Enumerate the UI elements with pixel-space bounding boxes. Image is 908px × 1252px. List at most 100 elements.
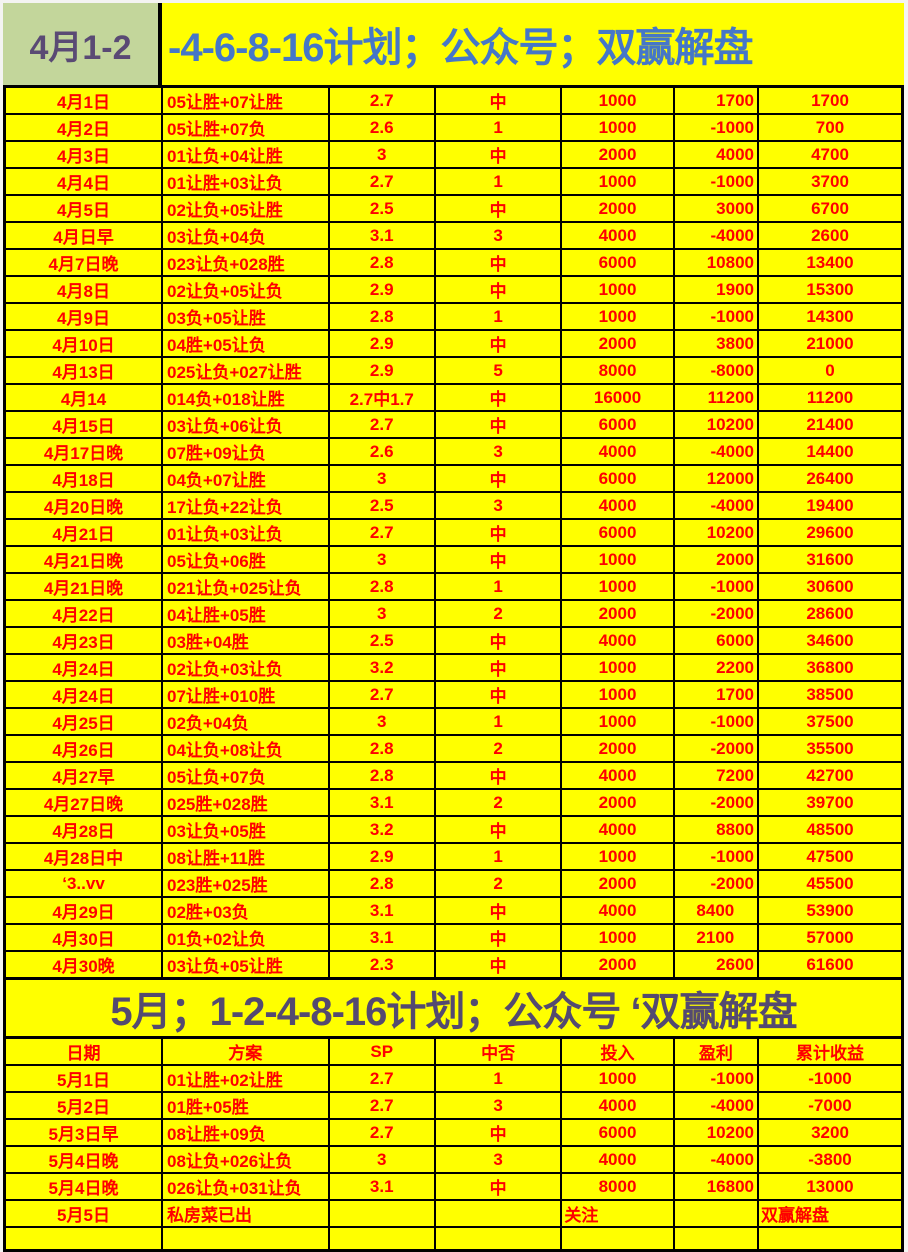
cell-stake: 1000 (560, 545, 675, 574)
cell-date: 4月1日 (3, 85, 164, 115)
cell-stake: 4000 (560, 1091, 675, 1120)
cell-date: 4月28日中 (3, 842, 164, 871)
column-header-sp: SP (327, 1036, 436, 1066)
cell-hit: 2 (433, 599, 563, 628)
cell-stake (560, 1226, 675, 1251)
table-row: 4月24日 02让负+03让负 3.2 中 1000 2200 36800 (3, 653, 904, 682)
cell-date: 4月18日 (3, 464, 164, 493)
cell-hit: 中 (433, 1172, 563, 1201)
cell-profit: -2000 (672, 599, 759, 628)
cell-sp (327, 1226, 436, 1251)
cell-profit: 2600 (672, 950, 759, 980)
cell-hit (433, 1226, 563, 1251)
cell-total: 48500 (756, 815, 904, 844)
cell-total: 11200 (756, 383, 904, 412)
cell-stake: 关注 (560, 1199, 675, 1228)
table-row: 4月21日晚 05让负+06胜 3 中 1000 2000 31600 (3, 545, 904, 574)
cell-stake: 4000 (560, 761, 675, 790)
cell-date: 4月2日 (3, 113, 164, 142)
cell-total: 47500 (756, 842, 904, 871)
cell-total: 53900 (756, 896, 904, 925)
cell-sp: 3 (327, 140, 436, 169)
cell-total: 0 (756, 356, 904, 385)
may-table: 日期 方案 SP 中否 投入 盈利 累计收益 5月1日 01让胜+02让胜 2.7 1 1000 -1… (3, 1036, 904, 1252)
cell-stake: 1000 (560, 653, 675, 682)
cell-sp: 3.1 (327, 896, 436, 925)
cell-date: 5月3日早 (3, 1118, 164, 1147)
cell-total: 3200 (756, 1118, 904, 1147)
cell-date: 5月4日晚 (3, 1145, 164, 1174)
cell-profit: -2000 (672, 869, 759, 898)
cell-stake: 1000 (560, 167, 675, 196)
cell-plan: 05让胜+07负 (161, 113, 330, 142)
table-row (3, 1226, 904, 1251)
cell-date: 4月21日晚 (3, 545, 164, 574)
cell-sp: 2.8 (327, 302, 436, 331)
cell-total: 42700 (756, 761, 904, 790)
cell-plan: 04让负+08让负 (161, 734, 330, 763)
cell-hit: 中 (433, 626, 563, 655)
column-header-profit: 盈利 (672, 1036, 759, 1066)
cell-hit: 中 (433, 140, 563, 169)
cell-stake: 1000 (560, 302, 675, 331)
cell-date: 4月3日 (3, 140, 164, 169)
cell-sp: 2.6 (327, 113, 436, 142)
cell-plan: 014负+018让胜 (161, 383, 330, 412)
cell-stake: 2000 (560, 950, 675, 980)
table-row: 4月24日 07让胜+010胜 2.7 中 1000 1700 38500 (3, 680, 904, 709)
cell-sp: 3.1 (327, 1172, 436, 1201)
column-header-date: 日期 (3, 1036, 164, 1066)
table-row: 4月13日 025让负+027让胜 2.9 5 8000 -8000 0 (3, 356, 904, 385)
cell-profit: 10200 (672, 518, 759, 547)
table-row: 4月1日 05让胜+07让胜 2.7 中 1000 1700 1700 (3, 85, 904, 115)
cell-date: 5月1日 (3, 1064, 164, 1093)
cell-profit: 2200 (672, 653, 759, 682)
cell-plan: 03让负+05让胜 (161, 950, 330, 980)
cell-date: 4月21日晚 (3, 572, 164, 601)
cell-profit: 3800 (672, 329, 759, 358)
table-row: 4月27日晚 025胜+028胜 3.1 2 2000 -2000 39700 (3, 788, 904, 817)
cell-total: 13400 (756, 248, 904, 277)
cell-profit: -2000 (672, 734, 759, 763)
cell-date: 4月28日 (3, 815, 164, 844)
cell-total: -3800 (756, 1145, 904, 1174)
cell-hit: 中 (433, 383, 563, 412)
cell-hit: 1 (433, 572, 563, 601)
cell-plan: 03让负+04负 (161, 221, 330, 250)
cell-hit: 1 (433, 842, 563, 871)
cell-profit: 8400 (672, 896, 759, 925)
cell-sp: 2.7 (327, 1064, 436, 1093)
table-row: 4月2日 05让胜+07负 2.6 1 1000 -1000 700 (3, 113, 904, 142)
cell-total: 1700 (756, 85, 904, 115)
cell-total: 21000 (756, 329, 904, 358)
cell-stake: 2000 (560, 140, 675, 169)
cell-profit: 8800 (672, 815, 759, 844)
cell-total: 双赢解盘 (756, 1199, 904, 1228)
table-row: 5月5日 私房菜已出 关注 双赢解盘 (3, 1199, 904, 1228)
cell-hit: 3 (433, 221, 563, 250)
cell-plan: 023胜+025胜 (161, 869, 330, 898)
cell-stake: 4000 (560, 896, 675, 925)
cell-sp: 3 (327, 464, 436, 493)
table-row: 4月20日晚 17让负+22让负 2.5 3 4000 -4000 19400 (3, 491, 904, 520)
cell-hit: 1 (433, 167, 563, 196)
cell-sp: 2.7 (327, 85, 436, 115)
cell-stake: 2000 (560, 599, 675, 628)
cell-plan: 01胜+05胜 (161, 1091, 330, 1120)
cell-sp: 2.8 (327, 761, 436, 790)
cell-total: 2600 (756, 221, 904, 250)
column-header-plan: 方案 (161, 1036, 330, 1066)
cell-date: 4月17日晚 (3, 437, 164, 466)
cell-sp: 2.8 (327, 248, 436, 277)
cell-stake: 4000 (560, 815, 675, 844)
may-table-header-row: 日期 方案 SP 中否 投入 盈利 累计收益 (3, 1036, 904, 1066)
cell-total: 26400 (756, 464, 904, 493)
cell-hit: 2 (433, 788, 563, 817)
cell-sp: 2.9 (327, 356, 436, 385)
cell-hit: 中 (433, 410, 563, 439)
cell-profit: 11200 (672, 383, 759, 412)
table-row: 4月30晚 03让负+05让胜 2.3 中 2000 2600 61600 (3, 950, 904, 980)
cell-profit: 1900 (672, 275, 759, 304)
table-row: 4月18日 04负+07让胜 3 中 6000 12000 26400 (3, 464, 904, 493)
cell-profit: -1000 (672, 707, 759, 736)
